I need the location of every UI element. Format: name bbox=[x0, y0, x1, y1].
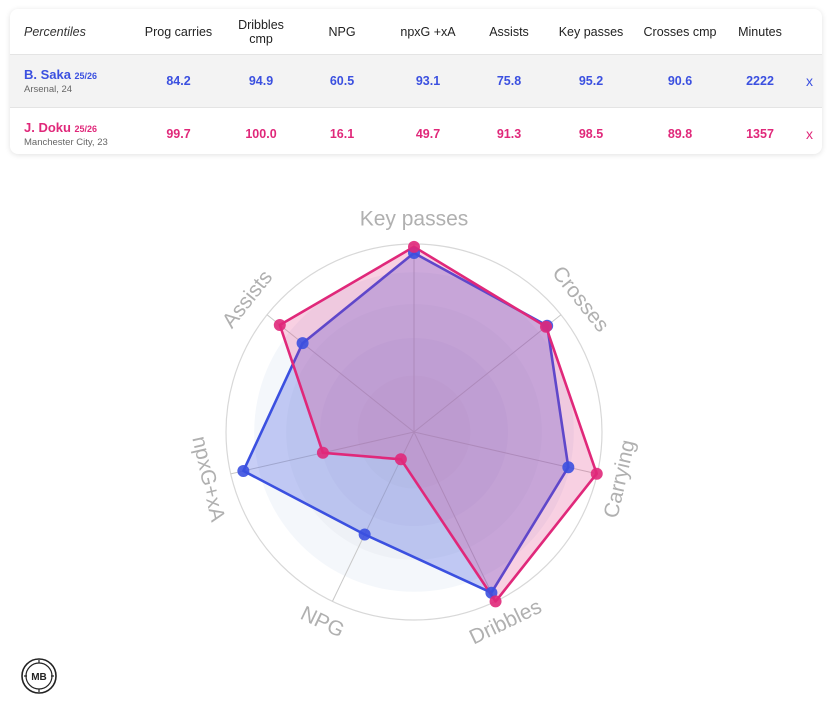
data-point bbox=[489, 595, 502, 608]
data-point bbox=[358, 528, 371, 541]
series-area-j-doku bbox=[278, 245, 599, 603]
value-cell: 49.7 bbox=[415, 126, 441, 141]
player-name[interactable]: B. Saka bbox=[24, 67, 71, 82]
mb-badge-icon: MB bbox=[21, 658, 57, 694]
radar-axis-label: npxG+xA bbox=[187, 434, 229, 524]
data-point bbox=[316, 446, 329, 459]
remove-player-button[interactable]: x bbox=[797, 54, 822, 108]
radar-axis-line bbox=[413, 314, 562, 433]
value-cell: 90.6 bbox=[637, 54, 723, 108]
value-cell: 100.0 bbox=[245, 126, 277, 141]
data-point bbox=[394, 453, 407, 466]
column-header[interactable]: Prog carries bbox=[136, 9, 221, 55]
value-cell: 98.5 bbox=[578, 126, 604, 141]
value-cell: 60.5 bbox=[301, 54, 383, 108]
comparison-table: Percentiles Prog carries Dribbles cmp NP… bbox=[10, 9, 822, 154]
table-row-doku: J. Doku 25/26 Manchester City, 23 99.7 1… bbox=[10, 108, 822, 155]
table-row-saka: B. Saka 25/26 Arsenal, 24 84.2 94.9 60.5… bbox=[10, 54, 822, 108]
data-point bbox=[590, 467, 603, 480]
radar-axis-line bbox=[266, 314, 415, 433]
value-cell: 16.1 bbox=[329, 126, 355, 141]
column-header[interactable]: Crosses cmp bbox=[637, 9, 723, 55]
column-header[interactable]: Dribbles cmp bbox=[221, 9, 301, 55]
player-season: 25/26 bbox=[74, 123, 97, 134]
data-point bbox=[273, 318, 286, 331]
radar-axis-line bbox=[413, 431, 497, 602]
value-cell: 91.3 bbox=[496, 126, 522, 141]
column-header[interactable]: NPG bbox=[301, 9, 383, 55]
comparison-table-card: Percentiles Prog carries Dribbles cmp NP… bbox=[10, 9, 822, 154]
data-point bbox=[539, 320, 552, 333]
value-cell: 93.1 bbox=[383, 54, 473, 108]
value-cell: 2222 bbox=[723, 54, 797, 108]
column-header[interactable]: Minutes bbox=[723, 9, 797, 55]
column-header[interactable]: npxG +xA bbox=[383, 9, 473, 55]
percentiles-header: Percentiles bbox=[10, 9, 136, 55]
column-header[interactable]: Key passes bbox=[545, 9, 637, 55]
data-point bbox=[408, 240, 420, 253]
player-season: 25/26 bbox=[74, 71, 97, 81]
value-cell: 89.8 bbox=[667, 126, 693, 141]
value-cell: 75.8 bbox=[473, 54, 545, 108]
radar-axis-label: Carrying bbox=[600, 438, 640, 520]
header-spacer bbox=[797, 9, 822, 55]
value-cell: 1357 bbox=[746, 126, 774, 141]
data-point bbox=[296, 337, 309, 350]
column-header[interactable]: Assists bbox=[473, 9, 545, 55]
player-club: Manchester City, 23 bbox=[24, 136, 108, 148]
value-cell: 95.2 bbox=[545, 54, 637, 108]
player-club: Arsenal, 24 bbox=[24, 84, 73, 95]
data-point bbox=[237, 464, 250, 477]
table-header-row: Percentiles Prog carries Dribbles cmp NP… bbox=[10, 9, 822, 55]
radar-axis-label: Key passes bbox=[360, 208, 469, 231]
value-cell: 94.9 bbox=[221, 54, 301, 108]
remove-player-button[interactable]: x bbox=[806, 125, 813, 142]
player-name[interactable]: J. Doku bbox=[24, 119, 71, 135]
radar-axis-label: NPG bbox=[297, 602, 348, 642]
player-cell: J. Doku 25/26 Manchester City, 23 bbox=[10, 108, 136, 155]
data-point bbox=[562, 461, 575, 474]
player-cell: B. Saka 25/26 Arsenal, 24 bbox=[10, 54, 136, 108]
value-cell: 84.2 bbox=[136, 54, 221, 108]
value-cell: 99.7 bbox=[166, 126, 191, 141]
logo-text: MB bbox=[31, 672, 47, 683]
